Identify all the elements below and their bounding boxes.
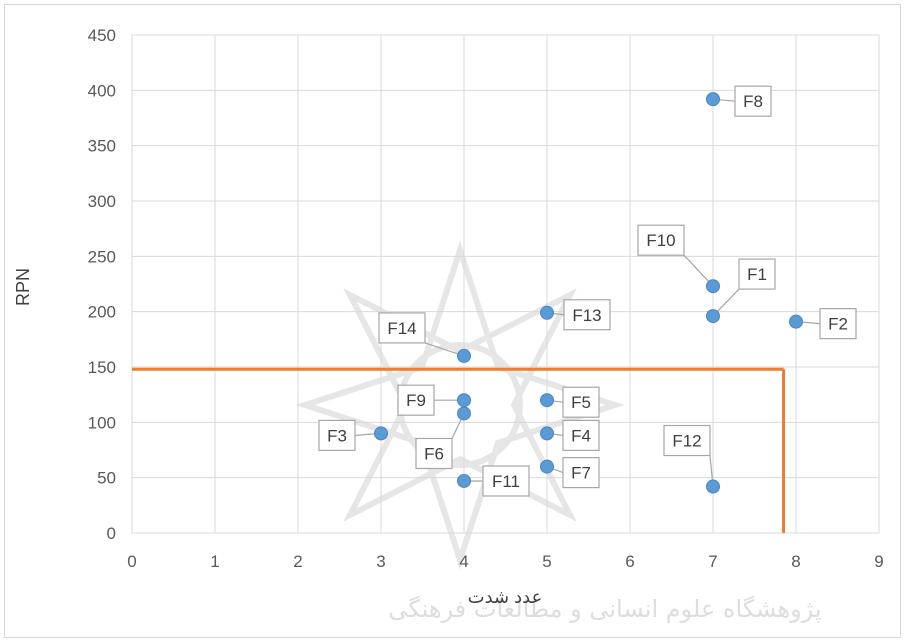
point-f5 — [540, 393, 554, 408]
callout-box — [663, 424, 711, 457]
point-label: F10 — [646, 231, 675, 250]
x-tick-label: 1 — [210, 552, 219, 571]
callout-box — [378, 312, 426, 344]
data-points — [374, 92, 803, 494]
y-tick-label: 250 — [88, 247, 116, 266]
point-labels: F1 F2 F3 F4 F5 F6 F7 F8 F9 F10 F11 F12 F13 F14 — [318, 85, 857, 497]
y-tick-label: 200 — [88, 303, 116, 322]
threshold-lines — [132, 367, 786, 533]
callout-box — [819, 308, 857, 340]
y-tick-label: 0 — [107, 524, 116, 543]
x-axis-ticks: 0 1 2 3 4 5 6 7 8 9 — [127, 552, 883, 571]
point-label: F14 — [387, 319, 416, 338]
callout-box — [562, 386, 600, 418]
x-tick-label: 2 — [293, 552, 302, 571]
y-axis-title: RPN — [13, 268, 33, 306]
point-label: F1 — [747, 265, 767, 284]
chart-container: پژوهشگاه علوم انسانی و مطالعات فرهنگی 0 5… — [4, 4, 901, 638]
y-tick-label: 100 — [88, 413, 116, 432]
point-f13 — [540, 305, 554, 320]
point-f3 — [374, 426, 388, 441]
x-tick-label: 7 — [708, 552, 717, 571]
callout-box — [397, 384, 435, 416]
point-f7 — [540, 459, 554, 474]
y-axis-ticks: 0 50 100 150 200 250 300 350 400 450 — [88, 26, 116, 543]
point-f9 — [457, 393, 471, 408]
callout-box — [482, 465, 530, 497]
y-tick-label: 450 — [88, 26, 116, 45]
point-f6 — [457, 406, 471, 421]
y-tick-label: 150 — [88, 358, 116, 377]
x-tick-label: 8 — [791, 552, 800, 571]
callout-box — [637, 224, 685, 256]
point-label: F4 — [571, 426, 591, 445]
x-tick-label: 4 — [459, 552, 468, 571]
point-f14 — [457, 348, 471, 363]
point-label: F11 — [492, 472, 520, 491]
x-tick-label: 5 — [542, 552, 551, 571]
y-tick-label: 50 — [97, 469, 116, 488]
point-f11 — [457, 473, 471, 488]
point-label: F12 — [672, 432, 701, 451]
callout-box — [562, 419, 600, 451]
point-f12 — [706, 479, 720, 494]
x-tick-label: 3 — [376, 552, 385, 571]
y-tick-label: 350 — [88, 137, 116, 156]
y-tick-label: 400 — [88, 81, 116, 100]
point-label: F5 — [571, 393, 591, 412]
point-f1 — [706, 309, 720, 324]
point-label: F2 — [828, 315, 848, 334]
point-f10 — [706, 279, 720, 294]
callout-box — [318, 419, 356, 451]
watermark-text: پژوهشگاه علوم انسانی و مطالعات فرهنگی — [388, 595, 821, 623]
point-label: F9 — [406, 391, 426, 410]
x-tick-label: 9 — [874, 552, 883, 571]
callout-box — [562, 457, 600, 489]
callout-box — [415, 437, 453, 470]
point-f4 — [540, 426, 554, 441]
x-tick-label: 6 — [625, 552, 634, 571]
scatter-chart: پژوهشگاه علوم انسانی و مطالعات فرهنگی 0 5… — [13, 26, 884, 623]
point-f8 — [706, 92, 720, 107]
callout-leader — [683, 254, 714, 287]
point-label: F8 — [743, 92, 763, 111]
grid-lines — [131, 34, 880, 534]
callout-box — [734, 85, 772, 117]
point-f2 — [789, 314, 803, 329]
x-axis-title: عدد شدت — [468, 587, 543, 607]
point-label: F13 — [572, 306, 601, 325]
y-tick-label: 300 — [88, 192, 116, 211]
callout-box — [738, 258, 776, 290]
point-label: F3 — [327, 426, 347, 445]
point-label: F7 — [571, 464, 591, 483]
x-tick-label: 0 — [127, 552, 136, 571]
point-label: F6 — [424, 444, 444, 463]
callout-box — [563, 299, 611, 331]
